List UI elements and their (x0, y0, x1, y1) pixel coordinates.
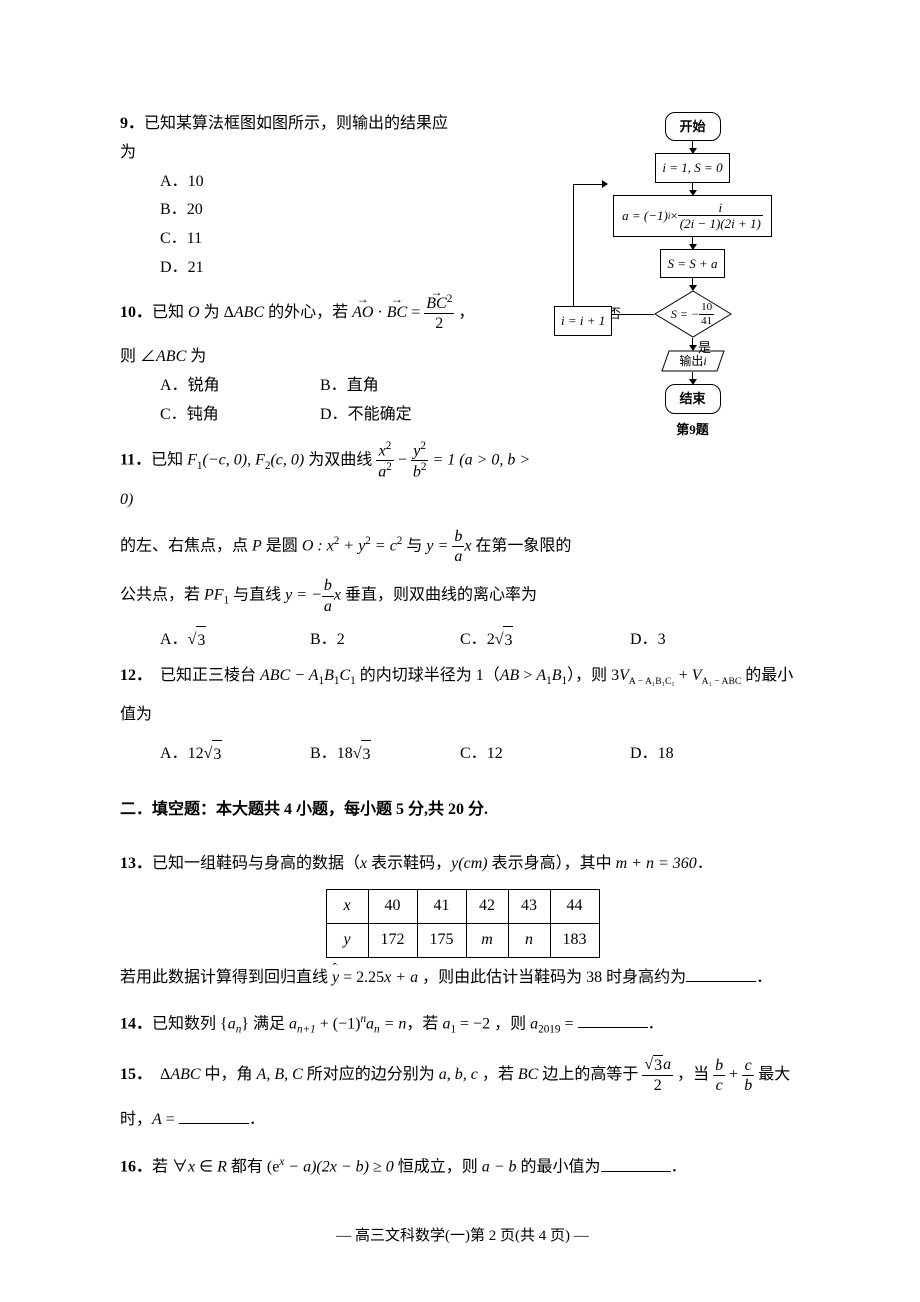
q9-opt-b: B．20 (160, 196, 320, 225)
table-row: y172175mn183 (326, 923, 599, 957)
flowchart-figure: 开始 i = 1, S = 0 a = (−1)i × i(2i − 1)(2i… (580, 112, 805, 441)
q9-text: 已知某算法框图如图所示，则输出的结果应为 (120, 115, 448, 161)
q9-opt-d: D．21 (160, 254, 320, 283)
q11-opt-c: C．23 (460, 626, 630, 656)
q11-opt-d: D．3 (630, 626, 780, 656)
question-11-line1: 11．已知 F1(−c, 0), F2(c, 0) 为双曲线 x2a2 − y2… (120, 440, 540, 517)
blank-input (179, 1123, 249, 1124)
page-footer: — 高三文科数学(一)第 2 页(共 4 页) — (120, 1223, 805, 1250)
question-11-line2: 的左、右焦点，点 P 是圆 O : x2 + y2 = c2 与 y = bax… (120, 527, 610, 566)
question-9: 9．已知某算法框图如图所示，则输出的结果应为 A．10 B．20 C．11 D．… (120, 110, 460, 283)
q12-opt-a: A．123 (160, 740, 310, 770)
section-2-title: 二．填空题：本大题共 4 小题，每小题 5 分,共 20 分. (120, 796, 805, 825)
q14-num: 14． (120, 1015, 152, 1032)
question-15: 15． ΔABC 中，角 A, B, C 所对应的边分别为 a, b, c ，若… (120, 1055, 805, 1095)
q11-options: A．3 B．2 C．23 D．3 (160, 626, 805, 656)
fc-init: i = 1, S = 0 (655, 153, 729, 182)
q9-opt-c: C．11 (160, 225, 320, 254)
q13-num: 13． (120, 855, 152, 872)
q9-num: 9． (120, 115, 144, 132)
q10-opt-a: A．锐角 (160, 372, 320, 401)
q12-opt-d: D．18 (630, 740, 780, 770)
question-13-line2: 若用此数据计算得到回归直线 yˆ = 2.25x + a ，则由此估计当鞋码为 … (120, 964, 805, 993)
fc-assign-a: a = (−1)i × i(2i − 1)(2i + 1) (613, 195, 772, 237)
fc-yes-label: 是 (698, 336, 711, 359)
fc-output: 输出i (580, 350, 805, 372)
fc-assign-s: S = S + a (660, 249, 724, 278)
q12-options: A．123 B．183 C．12 D．18 (160, 740, 805, 770)
question-14: 14．已知数列 {an} 满足 an+1 + (−1)nan = n，若 a1 … (120, 1009, 805, 1040)
question-10: 10．已知 O 为 ΔABC 的外心，若 AO · BC = BC22 ， (120, 293, 490, 334)
fc-caption: 第9题 (580, 418, 805, 441)
q11-opt-a: A．3 (160, 626, 310, 656)
fc-end: 结束 (665, 384, 721, 413)
q10-opt-c: C．钝角 (160, 401, 320, 430)
q10-opt-d: D．不能确定 (320, 401, 480, 430)
fc-start: 开始 (665, 112, 721, 141)
question-10-line2: 则 ∠ABC 为 A．锐角 B．直角 C．钝角 D．不能确定 (120, 343, 490, 429)
fc-inc: i = i + 1 (554, 306, 612, 335)
question-13: 13．已知一组鞋码与身高的数据（x 表示鞋码，y(cm) 表示身高），其中 m … (120, 850, 805, 879)
q12-opt-b: B．183 (310, 740, 460, 770)
blank-input (601, 1171, 671, 1172)
blank-input (578, 1027, 648, 1028)
question-12-line2: 值为 (120, 701, 805, 730)
q9-opt-a: A．10 (160, 168, 320, 197)
q11-opt-b: B．2 (310, 626, 460, 656)
q12-num: 12． (120, 667, 144, 684)
question-16: 16．若 ∀x ∈ R 都有 (ex − a)(2x − b) ≥ 0 恒成立，… (120, 1152, 805, 1182)
q11-num: 11． (120, 452, 151, 469)
fc-decision: S = −1041 (654, 290, 732, 338)
table-row: x4041424344 (326, 890, 599, 924)
q13-table: x4041424344 y172175mn183 (326, 889, 600, 958)
q10-num: 10． (120, 304, 152, 321)
q15-num: 15． (120, 1066, 144, 1083)
q16-num: 16． (120, 1159, 152, 1176)
blank-input (686, 981, 756, 982)
question-12: 12． 已知正三棱台 ABC − A1B1C1 的内切球半径为 1（AB > A… (120, 662, 805, 691)
q12-opt-c: C．12 (460, 740, 630, 770)
question-11-line3: 公共点，若 PF1 与直线 y = −bax 垂直，则双曲线的离心率为 (120, 576, 805, 615)
q10-opt-b: B．直角 (320, 372, 480, 401)
question-15-line2: 时，A = ． (120, 1106, 805, 1135)
